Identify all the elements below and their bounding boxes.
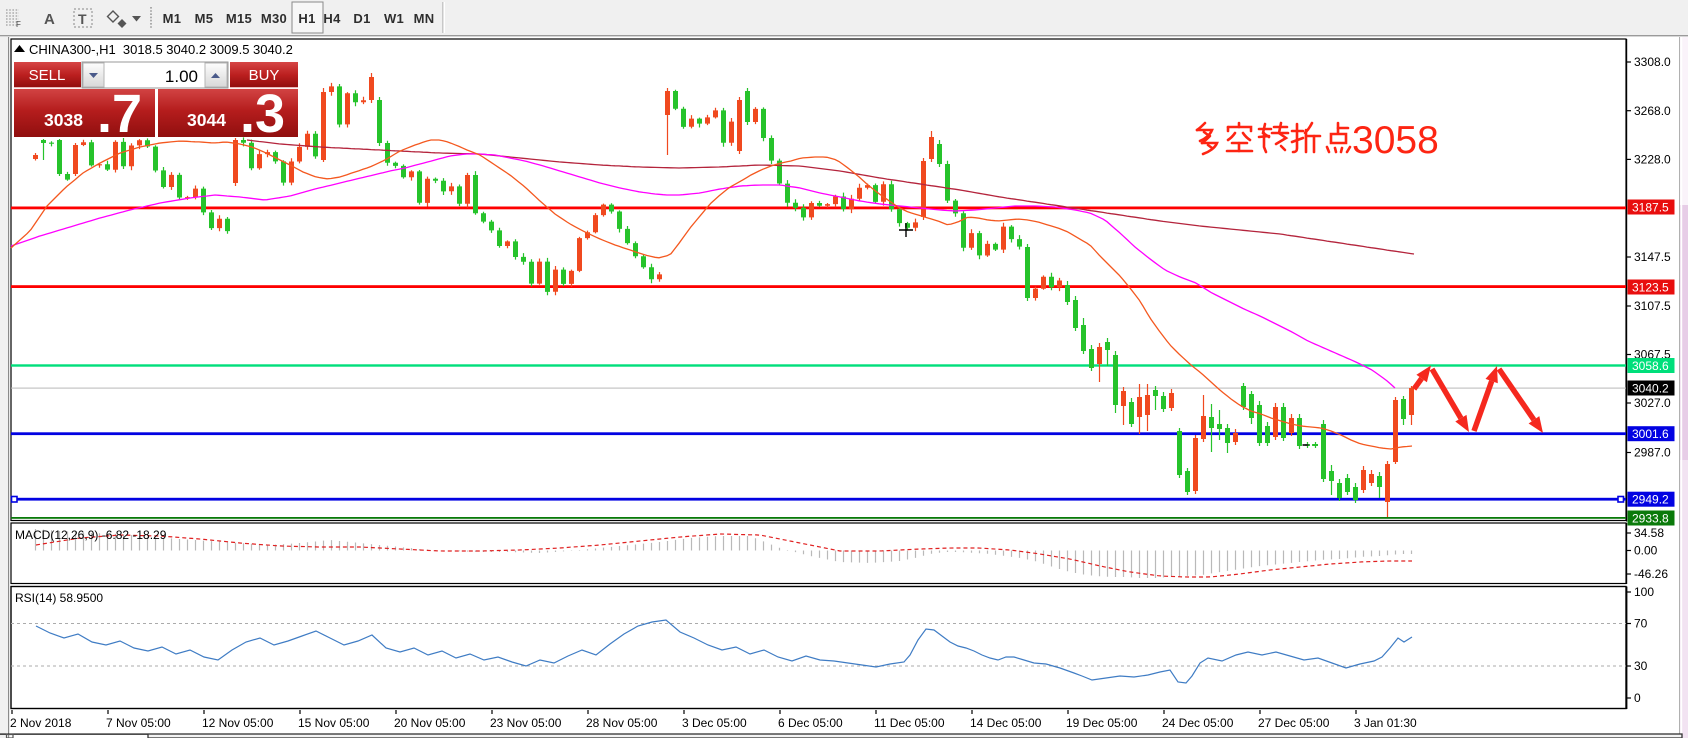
svg-text:6 Dec 05:00: 6 Dec 05:00 xyxy=(778,716,843,730)
svg-text:7 Nov 05:00: 7 Nov 05:00 xyxy=(106,716,171,730)
svg-text:A: A xyxy=(44,11,55,28)
svg-text:2933.8: 2933.8 xyxy=(1632,512,1669,526)
svg-text:3268.0: 3268.0 xyxy=(1634,104,1671,118)
svg-text:-46.26: -46.26 xyxy=(1634,567,1668,581)
svg-text:MN: MN xyxy=(414,11,435,26)
svg-text:W1: W1 xyxy=(384,11,404,26)
svg-text:M1: M1 xyxy=(163,11,182,26)
svg-text:F: F xyxy=(16,20,21,29)
svg-text:30: 30 xyxy=(1634,659,1648,673)
svg-text:11 Dec 05:00: 11 Dec 05:00 xyxy=(874,716,945,730)
svg-text:H4: H4 xyxy=(323,11,341,26)
svg-text:T: T xyxy=(78,11,87,27)
svg-text:3038: 3038 xyxy=(44,110,83,130)
svg-text:3058.6: 3058.6 xyxy=(1632,359,1669,373)
svg-text:3228.0: 3228.0 xyxy=(1634,153,1671,167)
svg-text:3107.5: 3107.5 xyxy=(1634,299,1671,313)
svg-text:3058: 3058 xyxy=(1352,119,1439,162)
svg-text:3 Jan 01:30: 3 Jan 01:30 xyxy=(1354,716,1417,730)
svg-text:M15: M15 xyxy=(226,11,252,26)
svg-text:28 Nov 05:00: 28 Nov 05:00 xyxy=(586,716,658,730)
svg-text:.7: .7 xyxy=(97,84,142,144)
svg-text:3027.0: 3027.0 xyxy=(1634,396,1671,410)
svg-text:CHINA300-,H1 3018.5 3040.2 30: CHINA300-,H1 3018.5 3040.2 3009.5 3040.2 xyxy=(29,42,293,57)
svg-text:27 Dec 05:00: 27 Dec 05:00 xyxy=(1258,716,1330,730)
svg-text:0: 0 xyxy=(1634,691,1641,705)
svg-text:100: 100 xyxy=(1634,585,1654,599)
svg-text:3001.6: 3001.6 xyxy=(1632,427,1669,441)
svg-text:3040.2: 3040.2 xyxy=(1632,382,1669,396)
svg-text:.3: .3 xyxy=(240,84,285,144)
svg-text:3 Dec 05:00: 3 Dec 05:00 xyxy=(682,716,747,730)
svg-text:SELL: SELL xyxy=(29,67,66,84)
svg-text:15 Nov 05:00: 15 Nov 05:00 xyxy=(298,716,370,730)
svg-text:3187.5: 3187.5 xyxy=(1632,201,1669,215)
svg-text:MACD(12,26,9) -6.82 -18.29: MACD(12,26,9) -6.82 -18.29 xyxy=(15,528,167,542)
svg-text:0.00: 0.00 xyxy=(1634,544,1658,558)
svg-text:34.58: 34.58 xyxy=(1634,526,1664,540)
svg-text:D1: D1 xyxy=(353,11,370,26)
svg-text:3044: 3044 xyxy=(187,110,226,130)
svg-text:20 Nov 05:00: 20 Nov 05:00 xyxy=(394,716,466,730)
svg-text:M30: M30 xyxy=(261,11,287,26)
svg-text:BUY: BUY xyxy=(249,67,280,84)
svg-text:14 Dec 05:00: 14 Dec 05:00 xyxy=(970,716,1042,730)
svg-text:70: 70 xyxy=(1634,617,1648,631)
svg-text:2 Nov 2018: 2 Nov 2018 xyxy=(10,716,72,730)
svg-text:RSI(14) 58.9500: RSI(14) 58.9500 xyxy=(15,591,103,605)
svg-text:3123.5: 3123.5 xyxy=(1632,281,1669,295)
svg-text:2987.0: 2987.0 xyxy=(1634,446,1671,460)
svg-text:2949.2: 2949.2 xyxy=(1632,493,1669,507)
svg-text:23 Nov 05:00: 23 Nov 05:00 xyxy=(490,716,562,730)
svg-text:H1: H1 xyxy=(298,11,315,26)
svg-text:24 Dec 05:00: 24 Dec 05:00 xyxy=(1162,716,1234,730)
svg-text:3308.0: 3308.0 xyxy=(1634,55,1671,69)
svg-text:19 Dec 05:00: 19 Dec 05:00 xyxy=(1066,716,1138,730)
svg-text:M5: M5 xyxy=(195,11,214,26)
svg-text:12 Nov 05:00: 12 Nov 05:00 xyxy=(202,716,274,730)
svg-text:3147.5: 3147.5 xyxy=(1634,250,1671,264)
svg-text:1.00: 1.00 xyxy=(165,67,198,86)
